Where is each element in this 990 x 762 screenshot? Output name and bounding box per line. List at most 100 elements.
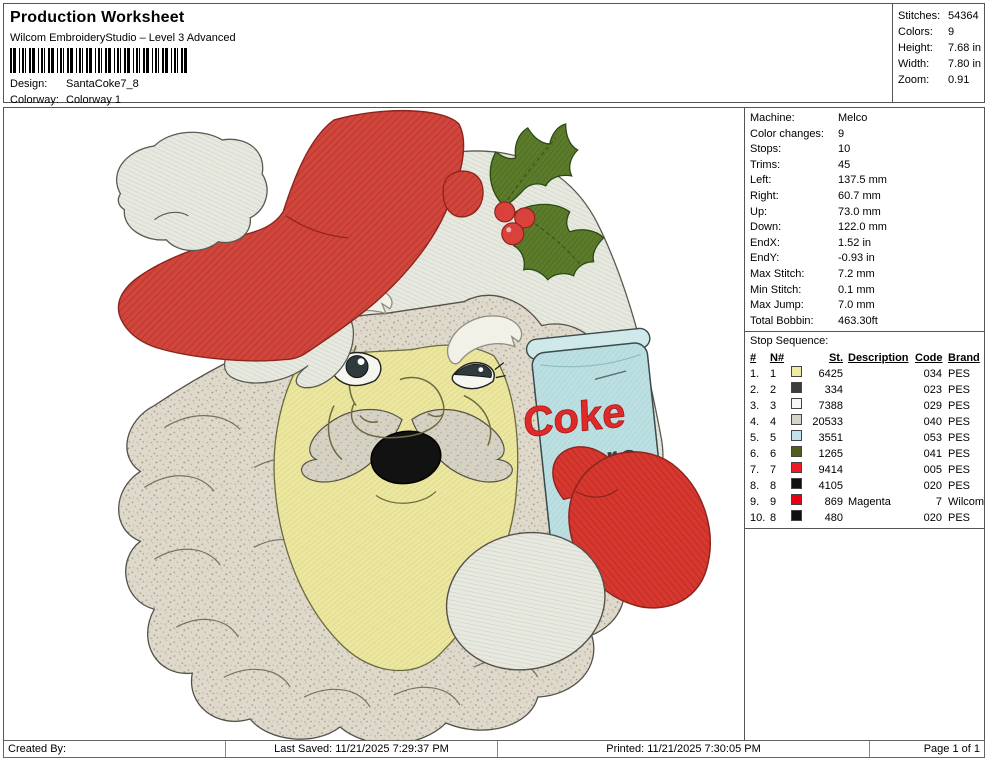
- col-description: Description: [848, 352, 909, 365]
- row-number: 3.: [750, 400, 760, 413]
- table-row: 2. 2 334 023 PES: [750, 382, 984, 398]
- needle-number: 3: [770, 400, 777, 413]
- row-number: 9.: [750, 496, 760, 509]
- stitch-count: 20533: [812, 416, 843, 429]
- needle-number: 8: [770, 512, 777, 525]
- stats-value: 9: [948, 26, 955, 38]
- thread-code: 041: [923, 448, 942, 461]
- machine-info-value: Melco: [838, 112, 868, 124]
- machine-info-value: 60.7 mm: [838, 189, 881, 202]
- footer-last-saved: Last Saved: 11/21/2025 7:29:37 PM: [226, 741, 498, 757]
- needle-number: 4: [770, 416, 777, 429]
- machine-info-value: 463.30ft: [838, 314, 878, 327]
- thread-code: 053: [923, 432, 942, 445]
- machine-info-value: 0.1 mm: [838, 283, 875, 296]
- colorway-label: Colorway:: [10, 94, 59, 106]
- machine-info-label: Total Bobbin:: [750, 314, 814, 327]
- stop-sequence-rows: 1. 1 6425 034 PES 2. 2 334 023 PES 3. 3 7388 029 PES 4.…: [750, 366, 984, 526]
- thread-color-swatch: [791, 510, 802, 522]
- machine-info-row: EndX: 1.52 in: [750, 236, 984, 252]
- machine-info-value: 137.5 mm: [838, 174, 887, 187]
- col-needle: N#: [770, 352, 785, 365]
- row-number: 10.: [750, 512, 766, 525]
- thread-brand: PES: [948, 432, 971, 445]
- thread-color-swatch: [791, 462, 802, 474]
- machine-info-row: Color changes: 9: [750, 127, 984, 143]
- table-row: 8. 8 4105 020 PES: [750, 478, 984, 494]
- thread-color-cell: [791, 494, 808, 510]
- row-number: 7.: [750, 464, 760, 477]
- thread-color-swatch: [791, 398, 802, 410]
- machine-info-row: Left: 137.5 mm: [750, 173, 984, 189]
- machine-info-list: Machine: Melco Color changes: 9 Stops: 10 Trim…: [745, 108, 984, 333]
- row-number: 5.: [750, 432, 760, 445]
- design-preview: Coke zero: [4, 108, 744, 740]
- machine-info-value: 1.52 in: [838, 236, 872, 249]
- thread-brand: PES: [948, 368, 971, 381]
- stats-row: Height: 7.68 in: [898, 40, 984, 56]
- needle-number: 5: [770, 432, 777, 445]
- app-subtitle: Wilcom EmbroideryStudio – Level 3 Advanc…: [10, 32, 236, 44]
- stats-label: Zoom:: [898, 74, 930, 86]
- stats-label: Stitches:: [898, 10, 941, 22]
- thread-color-swatch: [791, 478, 802, 490]
- row-number: 2.: [750, 384, 760, 397]
- stats-label: Width:: [898, 58, 930, 70]
- machine-info-row: Down: 122.0 mm: [750, 220, 984, 236]
- thread-color-cell: [791, 510, 808, 526]
- stitch-count: 3551: [818, 432, 843, 445]
- design-name-row: Design: SantaCoke7_8: [10, 78, 139, 90]
- berry-highlight: [506, 227, 512, 233]
- santa-embroidery-design: Coke zero: [116, 109, 711, 740]
- table-row: 7. 7 9414 005 PES: [750, 462, 984, 478]
- thread-description: Magenta: [848, 496, 891, 509]
- machine-info-row: Right: 60.7 mm: [750, 189, 984, 205]
- machine-info-row: Trims: 45: [750, 158, 984, 174]
- machine-info-value: 7.0 mm: [838, 299, 875, 312]
- stats-box: Stitches: 54364 Colors: 9 Height: 7.68 in Widt…: [892, 4, 984, 102]
- stats-row: Width: 7.80 in: [898, 56, 984, 72]
- design-value: SantaCoke7_8: [66, 78, 139, 90]
- row-number: 1.: [750, 368, 760, 381]
- mitten: [552, 446, 711, 609]
- machine-info-value: 45: [838, 158, 851, 171]
- machine-info-row: Max Stitch: 7.2 mm: [750, 267, 984, 283]
- row-number: 4.: [750, 416, 760, 429]
- thread-color-swatch: [791, 414, 802, 426]
- table-row: 3. 3 7388 029 PES: [750, 398, 984, 414]
- machine-info-panel: Machine: Melco Color changes: 9 Stops: 10 Trim…: [744, 108, 984, 740]
- machine-info-row: Min Stitch: 0.1 mm: [750, 283, 984, 299]
- colorway-value: Colorway 1: [66, 94, 122, 106]
- colorway-row: Colorway: Colorway 1: [10, 94, 121, 106]
- machine-info-label: Stops:: [750, 143, 782, 156]
- thread-color-cell: [791, 414, 808, 430]
- stats-value: 54364: [948, 10, 979, 22]
- pom-pom: [116, 131, 268, 252]
- needle-number: 9: [770, 496, 777, 509]
- stats-value: 0.91: [948, 74, 970, 86]
- thread-color-cell: [791, 398, 808, 414]
- table-row: 6. 6 1265 041 PES: [750, 446, 984, 462]
- machine-info-row: Stops: 10: [750, 142, 984, 158]
- thread-brand: PES: [948, 400, 971, 413]
- row-number: 6.: [750, 448, 760, 461]
- thread-brand: Wilcom: [948, 496, 985, 509]
- machine-info-label: Machine:: [750, 112, 795, 124]
- stitch-count: 9414: [818, 464, 843, 477]
- machine-info-label: Max Jump:: [750, 299, 804, 312]
- row-number: 8.: [750, 480, 760, 493]
- thread-brand: PES: [948, 480, 971, 493]
- stitch-count: 4105: [818, 480, 843, 493]
- table-row: 4. 4 20533 040 PES: [750, 414, 984, 430]
- barcode: [10, 48, 188, 73]
- machine-info-label: Left:: [750, 174, 772, 187]
- machine-info-label: Up:: [750, 205, 768, 218]
- header: Production Worksheet Wilcom EmbroiderySt…: [3, 3, 985, 106]
- stats-value: 7.68 in: [948, 42, 982, 54]
- machine-info-row: Up: 73.0 mm: [750, 205, 984, 221]
- thread-color-cell: [791, 382, 808, 398]
- col-brand: Brand: [948, 352, 980, 365]
- col-num: #: [750, 352, 757, 365]
- needle-number: 2: [770, 384, 777, 397]
- thread-color-cell: [791, 366, 808, 382]
